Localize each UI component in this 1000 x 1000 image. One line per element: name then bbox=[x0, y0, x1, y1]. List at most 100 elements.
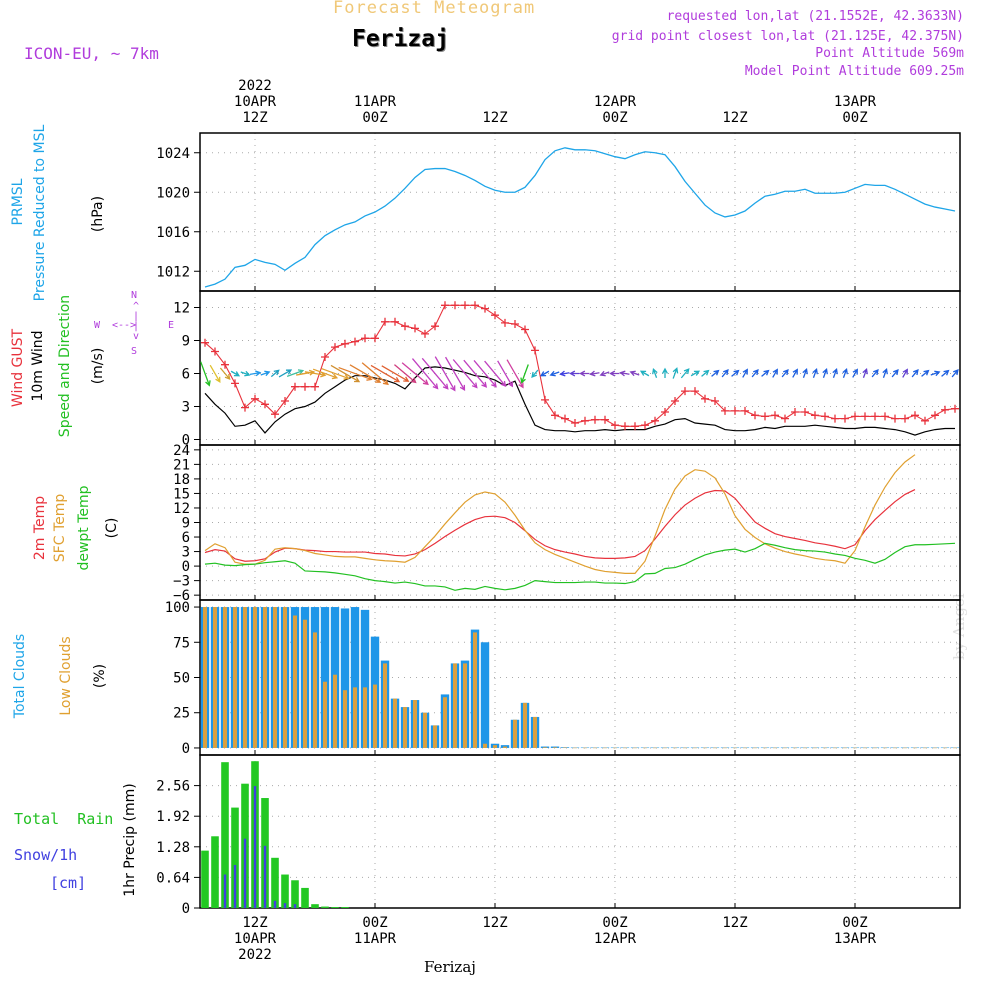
footer-location: Ferizaj bbox=[424, 958, 476, 976]
low-clouds-bar bbox=[543, 747, 547, 748]
wind-direction-arrow bbox=[711, 369, 720, 377]
wind-direction-arrow bbox=[599, 370, 610, 377]
low-clouds-bar bbox=[303, 619, 307, 748]
wind-direction-arrow bbox=[401, 362, 429, 386]
y-tick-label: 75 bbox=[173, 635, 190, 651]
low-clouds-bar bbox=[263, 607, 267, 748]
wind-direction-arrow bbox=[781, 369, 789, 378]
time-tick-line3: 12Z bbox=[722, 110, 748, 126]
panel-frame-precip bbox=[199, 754, 961, 909]
gust-marker bbox=[361, 334, 369, 343]
gust-marker bbox=[731, 406, 739, 415]
y-tick-label: 100 bbox=[165, 600, 190, 616]
rain-bar bbox=[231, 807, 239, 908]
y-tick-label: 0 bbox=[182, 901, 190, 917]
wind-direction-arrow bbox=[941, 369, 950, 377]
low-clouds-bar bbox=[643, 747, 647, 749]
y-tick-label: −6 bbox=[173, 588, 190, 604]
low-clouds-bar bbox=[813, 747, 817, 749]
low-clouds-bar bbox=[453, 663, 457, 748]
gust-marker bbox=[931, 411, 939, 420]
point-altitude: Point Altitude 569m bbox=[815, 46, 964, 61]
wind-direction-arrow bbox=[742, 368, 748, 378]
y-tick-label: 0.64 bbox=[156, 870, 190, 886]
time-tick-line2: 11APR bbox=[353, 931, 397, 947]
gust-marker bbox=[561, 414, 569, 423]
wind-direction-arrow bbox=[930, 370, 941, 377]
wind-direction-arrow bbox=[951, 369, 959, 378]
y-tick-label: 1024 bbox=[156, 146, 190, 162]
wind-direction-arrow bbox=[701, 369, 710, 377]
low-clouds-bar bbox=[563, 747, 567, 749]
y-tick-label: 25 bbox=[173, 706, 190, 722]
wind-direction-arrow bbox=[473, 359, 497, 388]
gust-marker bbox=[531, 346, 539, 355]
gust-marker bbox=[911, 411, 919, 420]
gust-marker bbox=[851, 412, 859, 421]
snow-unit-label: [cm] bbox=[50, 874, 87, 892]
low-clouds-bar bbox=[213, 607, 217, 748]
model-label: ICON-EU, ~ 7km bbox=[24, 44, 159, 63]
top-time-tick-label: 13APR 00Z bbox=[834, 78, 876, 126]
gust-marker bbox=[761, 412, 769, 421]
gust-marker bbox=[671, 397, 679, 405]
low-clouds-bar bbox=[503, 746, 507, 748]
low-clouds-bar bbox=[593, 747, 597, 749]
gust-marker bbox=[421, 329, 429, 338]
top-time-tick-label: 12Z bbox=[722, 78, 747, 126]
wind-direction-arrow bbox=[434, 356, 456, 392]
gust-marker bbox=[211, 347, 219, 356]
total-clouds-bar bbox=[360, 609, 370, 748]
wind-direction-arrow bbox=[230, 370, 241, 377]
low-clouds-bar bbox=[343, 690, 347, 748]
y-tick-label: 6 bbox=[182, 367, 190, 383]
total-clouds-bar bbox=[500, 745, 510, 748]
wind-direction-arrow bbox=[921, 369, 930, 377]
y-tick-label: 2.56 bbox=[156, 779, 190, 795]
y-tick-label: 3 bbox=[182, 400, 190, 416]
gust-marker bbox=[791, 408, 799, 416]
time-tick-line3: 00Z bbox=[842, 110, 868, 126]
total-clouds-bar bbox=[350, 607, 360, 748]
wind-direction-arrow bbox=[531, 369, 539, 378]
gust-marker bbox=[481, 304, 489, 313]
wind-direction-arrow bbox=[639, 370, 650, 377]
time-tick-line2: 11APR bbox=[353, 94, 397, 110]
low-clouds-bar bbox=[523, 702, 527, 748]
gust-marker bbox=[691, 387, 699, 396]
gust-marker bbox=[201, 338, 209, 347]
wind-direction-arrow bbox=[260, 370, 271, 377]
total-clouds-bar bbox=[320, 607, 330, 748]
gust-marker bbox=[491, 311, 499, 320]
low-clouds-bar bbox=[323, 681, 327, 748]
wind-direction-arrow bbox=[589, 370, 600, 377]
panel-frame-pressure bbox=[199, 132, 961, 292]
wind-direction-arrow bbox=[520, 364, 529, 384]
low-clouds-bar bbox=[203, 607, 207, 748]
low-clouds-bar bbox=[333, 674, 337, 748]
compass-n: N bbox=[131, 290, 138, 301]
y-tick-label: 9 bbox=[182, 516, 190, 532]
wind-direction-arrow bbox=[452, 359, 478, 389]
gust-marker bbox=[301, 382, 309, 391]
gust-marker bbox=[321, 353, 329, 361]
total-clouds-bar bbox=[340, 608, 350, 748]
gust-marker bbox=[921, 416, 929, 425]
wind-direction-arrow bbox=[902, 368, 908, 378]
time-tick-line1: 12Z bbox=[242, 915, 268, 931]
low-clouds-bar bbox=[713, 747, 717, 749]
wind-direction-arrow bbox=[822, 367, 828, 378]
bottom-time-tick-label: 12Z 10APR 2022 bbox=[234, 915, 276, 963]
low-clouds-bar bbox=[783, 747, 787, 749]
wind-direction-arrow bbox=[662, 367, 668, 378]
wind-direction-arrow bbox=[549, 370, 560, 377]
time-tick-line3: 00Z bbox=[362, 110, 388, 126]
time-tick-line1: 00Z bbox=[602, 915, 628, 931]
time-tick-line1: 00Z bbox=[842, 915, 868, 931]
wind-direction-arrow bbox=[321, 367, 350, 380]
wind-direction-arrow bbox=[842, 367, 848, 378]
y-tick-label: 24 bbox=[173, 443, 190, 459]
gust-marker bbox=[841, 414, 849, 423]
low-clouds-bar bbox=[353, 687, 357, 748]
low-clouds-bar bbox=[233, 607, 237, 748]
